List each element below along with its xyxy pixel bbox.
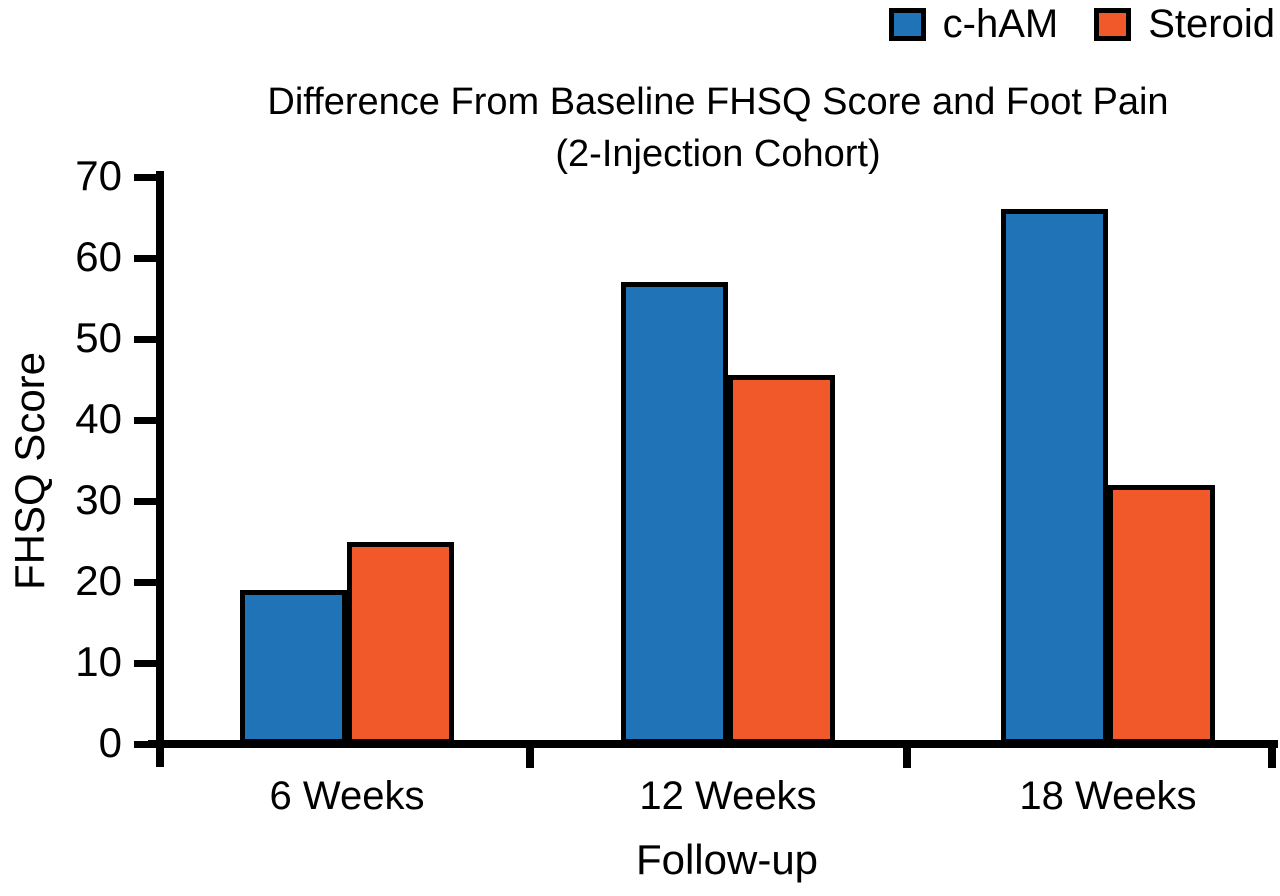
x-category-label-12-weeks: 12 Weeks [639, 774, 817, 818]
y-axis-tick-50 [134, 335, 158, 343]
bar-c-ham-18-weeks [1001, 209, 1108, 744]
chart-title-line-1: Difference From Baseline FHSQ Score and … [267, 81, 1169, 123]
chart-title-line-2: (2-Injection Cohort) [555, 133, 881, 175]
chart-title: Difference From Baseline FHSQ Score and … [160, 76, 1276, 180]
legend-item-c-ham: c-hAM [888, 2, 1059, 47]
legend-label-c-ham: c-hAM [942, 2, 1059, 46]
legend-item-steroid: Steroid [1094, 2, 1275, 47]
y-tick-label-70: 70 [75, 152, 122, 200]
y-tick-label-60: 60 [75, 233, 122, 281]
y-axis-tick-70 [134, 173, 158, 181]
x-axis-tick-0 [526, 744, 534, 768]
y-tick-label-30: 30 [75, 476, 122, 524]
bar-steroid-12-weeks [728, 375, 835, 744]
bar-c-ham-12-weeks [621, 282, 728, 744]
y-axis-line [156, 171, 164, 767]
y-axis-tick-20 [134, 578, 158, 586]
legend-swatch-c-ham-icon [888, 8, 926, 41]
x-category-label-18-weeks: 18 Weeks [1019, 774, 1197, 818]
legend-swatch-steroid-icon [1094, 8, 1132, 41]
x-category-label-6-weeks: 6 Weeks [269, 774, 425, 818]
y-axis-tick-0 [134, 740, 158, 748]
y-tick-label-0: 0 [98, 719, 122, 767]
bar-steroid-18-weeks [1108, 484, 1215, 744]
x-axis-tick-1 [903, 744, 911, 768]
legend-label-steroid: Steroid [1148, 2, 1275, 46]
x-axis-tick-2 [1268, 744, 1276, 768]
y-axis-tick-30 [134, 497, 158, 505]
y-tick-label-20: 20 [75, 557, 122, 605]
x-axis-title: Follow-up [635, 836, 819, 883]
bar-c-ham-6-weeks [240, 590, 347, 744]
y-axis-tick-10 [134, 659, 158, 667]
x-axis-line [148, 740, 1278, 748]
y-axis-tick-60 [134, 254, 158, 262]
y-tick-label-50: 50 [75, 314, 122, 362]
y-axis-tick-40 [134, 416, 158, 424]
y-tick-label-40: 40 [75, 395, 122, 443]
legend: c-hAM Steroid [888, 2, 1275, 47]
bar-steroid-6-weeks [347, 541, 454, 744]
y-tick-label-10: 10 [75, 638, 122, 686]
